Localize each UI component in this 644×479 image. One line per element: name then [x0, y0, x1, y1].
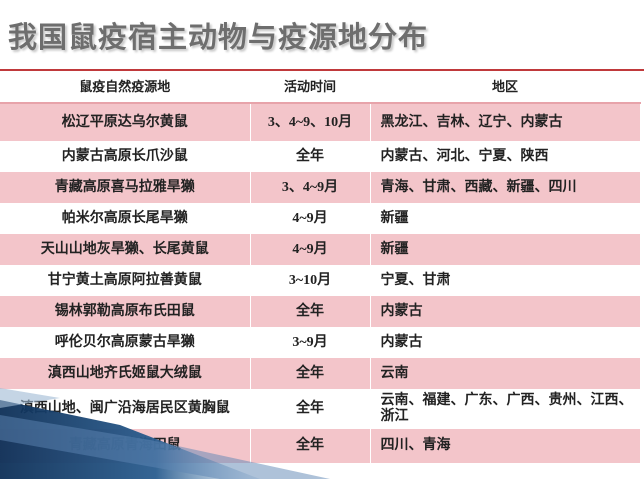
table-cell: 松辽平原达乌尔黄鼠 [0, 103, 251, 141]
table-cell: 滇西山地齐氏姬鼠大绒鼠 [0, 358, 251, 389]
table-cell: 全年 [250, 429, 371, 463]
table-cell: 内蒙古 [370, 296, 641, 327]
slide-title: 我国鼠疫宿主动物与疫源地分布 [8, 20, 429, 54]
table-cell: 3~10月 [250, 265, 371, 296]
header-cell: 活动时间 [250, 72, 371, 104]
table: 鼠疫自然疫源地 活动时间 地区 松辽平原达乌尔黄鼠 3、4~9、10月 黑龙江、吉林、辽… [0, 72, 641, 463]
table-cell: 全年 [250, 358, 371, 389]
decor-swoosh [0, 388, 330, 479]
table-cell: 甘宁黄土高原阿拉善黄鼠 [0, 265, 251, 296]
table-cell: 全年 [250, 389, 371, 429]
table-cell: 内蒙古高原长爪沙鼠 [0, 141, 251, 172]
table-cell: 4~9月 [250, 234, 371, 265]
table-row: 锡林郭勒高原布氏田鼠 全年 内蒙古 [0, 296, 641, 327]
table-cell: 4~9月 [250, 203, 371, 234]
table-cell: 青藏高原喜马拉雅旱獭 [0, 172, 251, 203]
table-cell: 云南 [370, 358, 641, 389]
table-cell: 新疆 [370, 203, 641, 234]
table-cell: 四川、青海 [370, 429, 641, 463]
header-row: 鼠疫自然疫源地 活动时间 地区 [0, 72, 641, 104]
table-cell: 内蒙古、河北、宁夏、陕西 [370, 141, 641, 172]
table-cell: 3、4~9、10月 [250, 103, 371, 141]
header-cell: 鼠疫自然疫源地 [0, 72, 251, 104]
table-body: 松辽平原达乌尔黄鼠 3、4~9、10月 黑龙江、吉林、辽宁、内蒙古 内蒙古高原长爪沙鼠… [0, 103, 641, 463]
table-row: 松辽平原达乌尔黄鼠 3、4~9、10月 黑龙江、吉林、辽宁、内蒙古 [0, 103, 641, 141]
table-cell: 新疆 [370, 234, 641, 265]
header-cell: 地区 [370, 72, 641, 104]
table-cell: 呼伦贝尔高原蒙古旱獭 [0, 327, 251, 358]
table-row: 天山山地灰旱獭、长尾黄鼠 4~9月 新疆 [0, 234, 641, 265]
table-cell: 全年 [250, 141, 371, 172]
title-rule [0, 69, 644, 71]
table-cell: 宁夏、甘肃 [370, 265, 641, 296]
table-cell: 3、4~9月 [250, 172, 371, 203]
table-cell: 天山山地灰旱獭、长尾黄鼠 [0, 234, 251, 265]
table-cell: 锡林郭勒高原布氏田鼠 [0, 296, 251, 327]
table-cell: 全年 [250, 296, 371, 327]
table-cell: 黑龙江、吉林、辽宁、内蒙古 [370, 103, 641, 141]
table-row: 甘宁黄土高原阿拉善黄鼠 3~10月 宁夏、甘肃 [0, 265, 641, 296]
table-cell: 3~9月 [250, 327, 371, 358]
table-row: 滇西山地齐氏姬鼠大绒鼠 全年 云南 [0, 358, 641, 389]
table-cell: 青海、甘肃、西藏、新疆、四川 [370, 172, 641, 203]
table-row: 呼伦贝尔高原蒙古旱獭 3~9月 内蒙古 [0, 327, 641, 358]
table-row: 内蒙古高原长爪沙鼠 全年 内蒙古、河北、宁夏、陕西 [0, 141, 641, 172]
table-row: 帕米尔高原长尾旱獭 4~9月 新疆 [0, 203, 641, 234]
table-row: 滇西山地、闽广沿海居民区黄胸鼠 全年 云南、福建、广东、广西、贵州、江西、浙江 [0, 389, 641, 429]
table-cell: 帕米尔高原长尾旱獭 [0, 203, 251, 234]
table-cell: 内蒙古 [370, 327, 641, 358]
table-row: 青藏高原喜马拉雅旱獭 3、4~9月 青海、甘肃、西藏、新疆、四川 [0, 172, 641, 203]
table-cell: 云南、福建、广东、广西、贵州、江西、浙江 [370, 389, 641, 429]
